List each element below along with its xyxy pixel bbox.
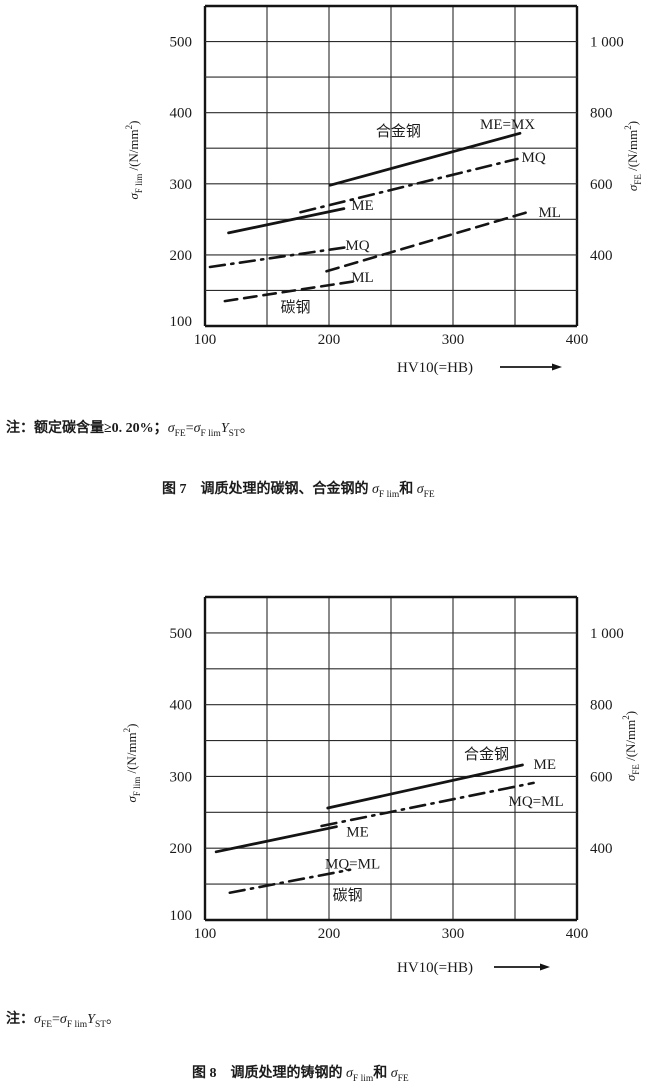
y-left-axis-title: σF lim /(N/mm2): [124, 121, 144, 200]
series-alloy-MQ: [299, 157, 519, 214]
label-alloy-group: 合金钢: [376, 123, 421, 140]
text-fragment: FE: [40, 1020, 52, 1030]
series-carbon-ML: [223, 279, 357, 303]
y-right-tick-label: 600: [590, 177, 613, 193]
x-axis-title: HV10(=HB): [397, 360, 473, 376]
label-carbon-ME: ME: [351, 198, 374, 214]
x-tick-label: 200: [318, 926, 341, 942]
y-right-axis-title: σFE /(N/mm2): [621, 711, 641, 781]
label-carbon-ME: ME: [346, 825, 369, 841]
text-fragment: σ: [59, 1012, 67, 1027]
label-alloy-ML: ML: [538, 205, 561, 221]
text-fragment: 和: [399, 482, 417, 497]
x-tick-label: 400: [566, 926, 589, 942]
x-tick-label: 300: [442, 332, 465, 348]
text-fragment: 调质处理的碳钢、合金钢的: [186, 482, 372, 497]
text-fragment: =: [52, 1012, 60, 1027]
label-carbon-MQ: MQ: [345, 238, 369, 254]
text-fragment: Y: [220, 421, 229, 436]
text-fragment: σ: [346, 1066, 353, 1081]
y-left-tick-label: 500: [170, 35, 193, 51]
series-alloy-ME-MX: [328, 131, 522, 187]
text-fragment: Y: [87, 1012, 95, 1027]
label-alloy-ME: ME: [534, 757, 557, 773]
series-alloy-ME: [326, 763, 524, 810]
figure7-note: 注：额定碳含量≥0. 20%；σFE=σF limYST。: [6, 417, 254, 439]
y-right-tick-label: 800: [590, 698, 613, 714]
figure7-chart: 100 200 300 400 500 400 600 800 1 000 100 200 300 40…: [124, 4, 643, 376]
series-carbon-MQ: [208, 245, 349, 269]
y-right-tick-label: 800: [590, 106, 613, 122]
y-right-tick-label: 600: [590, 769, 613, 785]
text-fragment: σ: [34, 1012, 41, 1027]
text-fragment: 图 8: [192, 1066, 217, 1081]
text-fragment: ST: [94, 1020, 107, 1030]
label-alloy-MQ: MQ: [522, 150, 546, 166]
figure8-chart: 100 200 300 400 500 400 600 800 1 000 100 200 300 40…: [122, 595, 641, 976]
label-alloy-ME-MX: ME=MX: [480, 117, 535, 133]
text-fragment: ST: [228, 429, 240, 439]
text-fragment: F lim: [66, 1020, 88, 1030]
y-left-axis-title: σF lim /(N/mm2): [122, 724, 142, 803]
text-fragment: σ: [193, 421, 201, 436]
text-fragment: σ: [390, 1066, 398, 1081]
text-fragment: FE: [397, 1074, 409, 1084]
y-left-tick-label: 200: [170, 248, 193, 264]
text-fragment: 。: [239, 421, 254, 436]
x-tick-label: 400: [566, 332, 589, 348]
y-left-tick-label: 400: [170, 698, 193, 714]
y-left-tick-label: 100: [170, 908, 193, 924]
text-fragment: 额定碳含量≥0. 20%；: [34, 421, 168, 436]
label-carbon-group: 碳钢: [281, 299, 311, 316]
text-fragment: 注：: [6, 421, 34, 436]
label-carbon-group: 碳钢: [333, 887, 363, 904]
x-tick-label: 200: [318, 332, 341, 348]
y-left-tick-label: 300: [170, 177, 193, 193]
y-right-tick-label: 400: [590, 248, 613, 264]
series-carbon-MQ-ML: [228, 868, 352, 895]
label-alloy-group: 合金钢: [464, 746, 509, 763]
series-alloy-MQ-ML: [320, 781, 535, 828]
y-left-tick-label: 100: [170, 314, 193, 330]
text-fragment: FE: [174, 429, 186, 439]
y-left-tick-label: 400: [170, 106, 193, 122]
y-left-tick-label: 500: [170, 626, 193, 642]
label-alloy-MQ-ML: MQ=ML: [509, 794, 564, 810]
text-fragment: 注：: [6, 1012, 34, 1027]
text-fragment: 图 7: [162, 482, 187, 497]
text-fragment: F lim: [378, 490, 400, 500]
text-fragment: σ: [372, 482, 379, 497]
series-alloy-ML: [325, 210, 529, 273]
figure8-caption: 图 8 调质处理的铸钢的 σF lim和 σFE: [192, 1062, 409, 1084]
y-right-tick-label: 1 000: [590, 35, 624, 51]
text-fragment: σ: [167, 421, 175, 436]
y-right-tick-label: 1 000: [590, 626, 624, 642]
figure8-note: 注：σFE=σF limYST。: [6, 1008, 120, 1030]
series-carbon-ME: [227, 207, 346, 235]
series-carbon-ME: [214, 825, 338, 854]
x-tick-label: 100: [194, 926, 217, 942]
text-fragment: =: [185, 421, 194, 436]
x-axis-title: HV10(=HB): [397, 960, 473, 976]
text-fragment: σ: [416, 482, 424, 497]
y-right-tick-label: 400: [590, 841, 613, 857]
y-right-axis-title: σFE /(N/mm2): [623, 121, 643, 191]
text-fragment: FE: [423, 490, 435, 500]
x-tick-label: 100: [194, 332, 217, 348]
text-fragment: F lim: [200, 429, 221, 439]
text-fragment: F lim: [352, 1074, 374, 1084]
x-tick-label: 300: [442, 926, 465, 942]
text-fragment: 调质处理的铸钢的: [216, 1066, 346, 1081]
y-left-tick-label: 300: [170, 769, 193, 785]
label-carbon-ML: ML: [351, 270, 374, 286]
figure7-caption: 图 7 调质处理的碳钢、合金钢的 σF lim和 σFE: [162, 478, 435, 500]
text-fragment: 。: [106, 1012, 121, 1027]
text-fragment: 和: [373, 1066, 391, 1081]
label-carbon-MQ-ML: MQ=ML: [325, 856, 380, 872]
x-axis-arrowhead-icon: [552, 363, 562, 371]
x-axis-arrowhead-icon: [540, 963, 550, 971]
y-left-tick-label: 200: [170, 841, 193, 857]
